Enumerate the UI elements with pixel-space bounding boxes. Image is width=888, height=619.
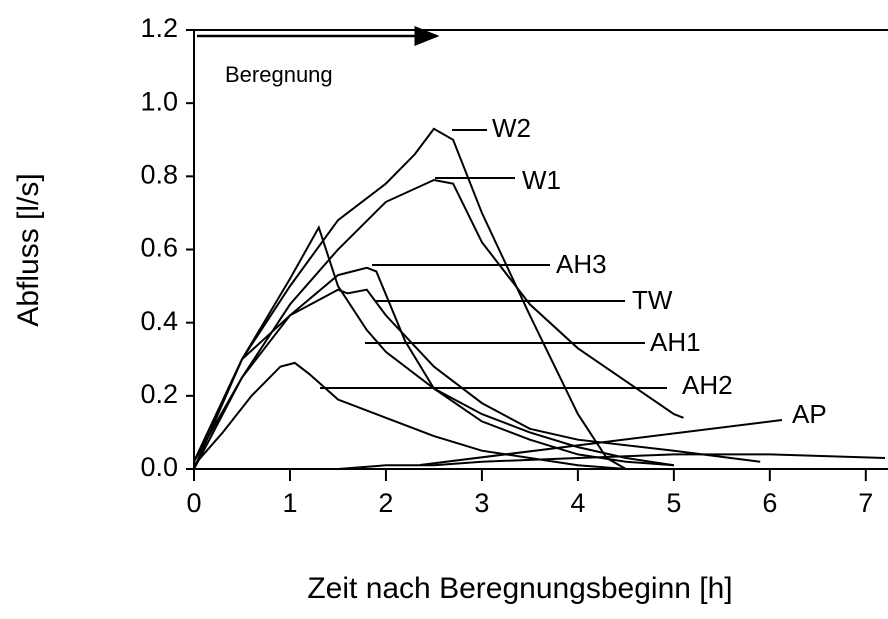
x-tick-label: 2 [378,488,393,518]
series-line [193,288,761,463]
series-label: W2 [492,113,531,143]
x-tick-label: 7 [858,488,873,518]
series-line [193,178,684,470]
series-label: AP [792,399,827,429]
x-tick-label: 3 [474,488,489,518]
x-axis-label: Zeit nach Beregnungsbeginn [h] [307,572,732,605]
series-line [193,127,627,470]
series-label: AH3 [556,249,607,279]
y-tick-label: 0.0 [140,452,178,482]
series-label: AH2 [682,370,733,400]
x-tick-label: 4 [570,488,585,518]
series-label: AH1 [650,327,701,357]
x-tick-label: 1 [282,488,297,518]
series-line [193,225,675,467]
x-tick-label: 0 [186,488,201,518]
series-line [194,453,886,470]
y-tick-label: 1.2 [140,13,178,43]
y-tick-label: 0.2 [140,379,178,409]
leader-line [419,419,783,466]
series-label: TW [632,285,673,315]
x-tick-label: 6 [762,488,777,518]
y-axis-label: Abfluss [l/s] [12,173,45,326]
y-tick-label: 1.0 [140,86,178,116]
y-tick-label: 0.8 [140,159,178,189]
series-line [193,361,626,470]
series-label: W1 [522,165,561,195]
x-tick-label: 5 [666,488,681,518]
y-tick-label: 0.6 [140,233,178,263]
annotation: Beregnung [225,62,333,87]
y-tick-label: 0.4 [140,306,178,336]
